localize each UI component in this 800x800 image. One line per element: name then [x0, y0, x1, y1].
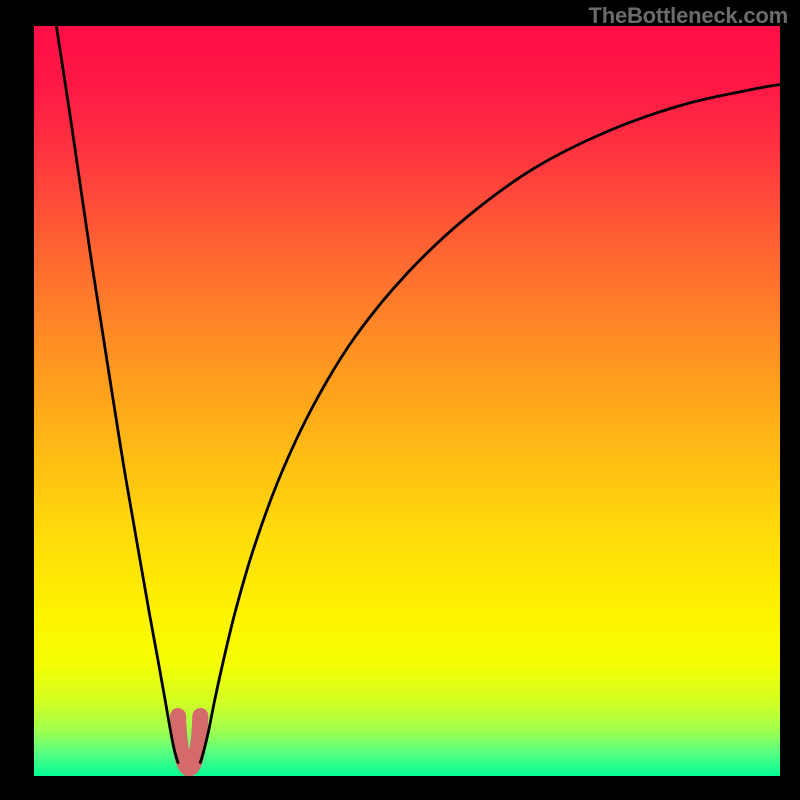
chart-canvas: [0, 0, 800, 800]
bottleneck-chart: TheBottleneck.com: [0, 0, 800, 800]
chart-background-gradient: [34, 26, 780, 776]
watermark-text: TheBottleneck.com: [588, 3, 788, 29]
